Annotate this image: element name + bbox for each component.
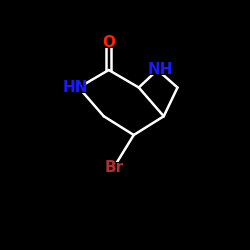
FancyBboxPatch shape [150,65,170,75]
FancyBboxPatch shape [105,162,122,173]
Text: NH: NH [147,62,173,78]
Text: Br: Br [104,160,123,175]
Text: O: O [102,35,115,50]
FancyBboxPatch shape [65,82,85,93]
FancyBboxPatch shape [102,37,115,48]
Text: HN: HN [62,80,88,95]
